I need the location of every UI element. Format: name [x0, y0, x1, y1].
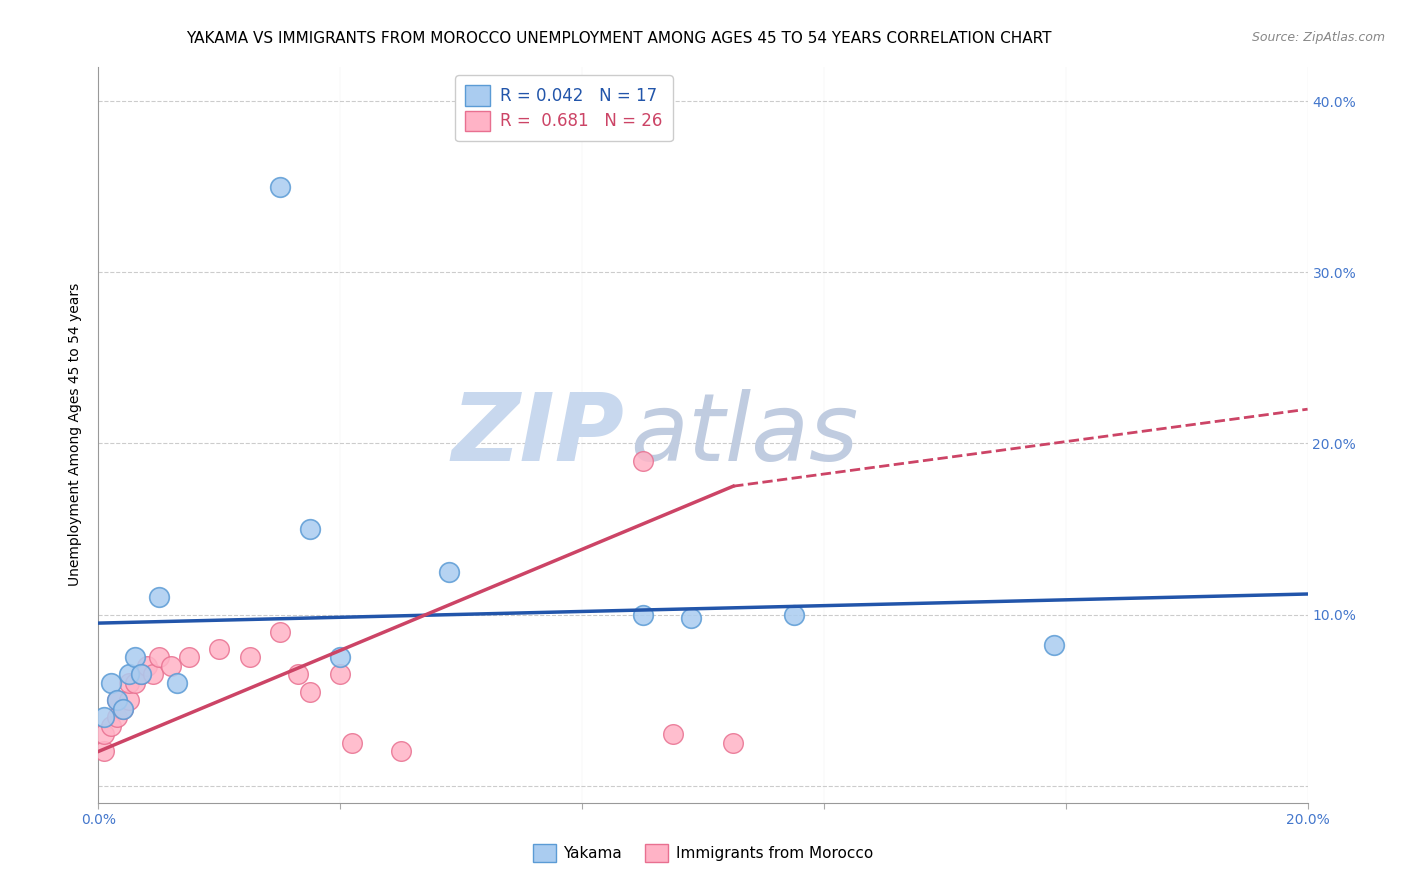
- Point: [135, 659, 157, 673]
- Point: [118, 667, 141, 681]
- Text: Source: ZipAtlas.com: Source: ZipAtlas.com: [1251, 31, 1385, 45]
- Point: [437, 565, 460, 579]
- Point: [208, 641, 231, 656]
- Legend: R = 0.042   N = 17, R =  0.681   N = 26: R = 0.042 N = 17, R = 0.681 N = 26: [456, 75, 672, 141]
- Point: [160, 659, 183, 673]
- Point: [129, 667, 152, 681]
- Point: [118, 676, 141, 690]
- Point: [142, 667, 165, 681]
- Point: [105, 693, 128, 707]
- Point: [100, 719, 122, 733]
- Y-axis label: Unemployment Among Ages 45 to 54 years: Unemployment Among Ages 45 to 54 years: [69, 284, 83, 586]
- Point: [1042, 638, 1064, 652]
- Point: [329, 650, 352, 665]
- Text: atlas: atlas: [630, 389, 859, 481]
- Point: [124, 650, 146, 665]
- Point: [269, 179, 291, 194]
- Point: [93, 727, 115, 741]
- Legend: Yakama, Immigrants from Morocco: Yakama, Immigrants from Morocco: [527, 838, 879, 868]
- Point: [631, 607, 654, 622]
- Point: [679, 611, 702, 625]
- Point: [129, 667, 152, 681]
- Text: ZIP: ZIP: [451, 389, 624, 481]
- Point: [166, 676, 188, 690]
- Point: [287, 667, 309, 681]
- Point: [93, 710, 115, 724]
- Text: YAKAMA VS IMMIGRANTS FROM MOROCCO UNEMPLOYMENT AMONG AGES 45 TO 54 YEARS CORRELA: YAKAMA VS IMMIGRANTS FROM MOROCCO UNEMPL…: [186, 31, 1052, 46]
- Point: [105, 710, 128, 724]
- Point: [100, 676, 122, 690]
- Point: [389, 744, 412, 758]
- Point: [111, 701, 134, 715]
- Point: [148, 591, 170, 605]
- Point: [148, 650, 170, 665]
- Point: [723, 736, 745, 750]
- Point: [329, 667, 352, 681]
- Point: [93, 744, 115, 758]
- Point: [111, 701, 134, 715]
- Point: [105, 693, 128, 707]
- Point: [299, 522, 322, 536]
- Point: [239, 650, 262, 665]
- Point: [269, 624, 291, 639]
- Point: [118, 693, 141, 707]
- Point: [631, 453, 654, 467]
- Point: [661, 727, 683, 741]
- Point: [179, 650, 201, 665]
- Point: [299, 684, 322, 698]
- Point: [783, 607, 806, 622]
- Point: [124, 676, 146, 690]
- Point: [342, 736, 364, 750]
